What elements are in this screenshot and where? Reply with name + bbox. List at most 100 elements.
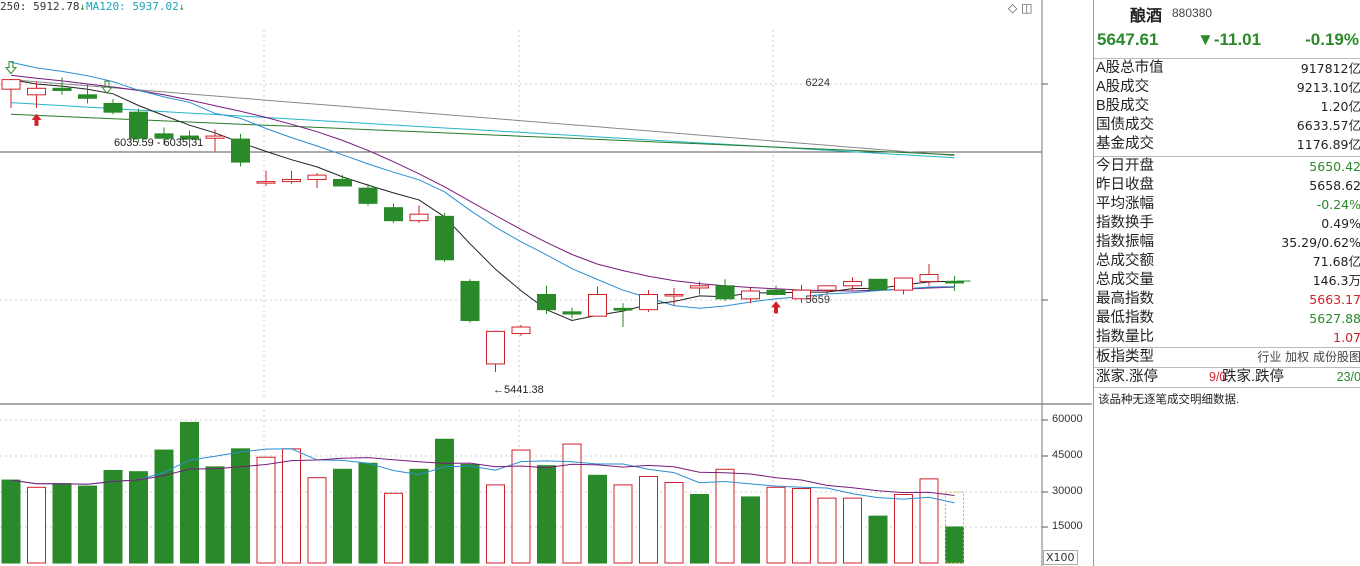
volume-bar — [511, 449, 531, 564]
candle-body — [486, 330, 505, 365]
stat-label: 最高指数 — [1096, 291, 1154, 307]
volume-bar — [435, 438, 454, 564]
ma250-label: 250: 5912.78↓ — [0, 0, 86, 13]
candle-body — [307, 174, 327, 180]
volume-bar — [180, 421, 199, 564]
volume-bar — [307, 477, 327, 564]
volume-bar — [358, 462, 378, 564]
volume-bar — [843, 497, 862, 564]
stat-value: 5650.42 — [1309, 159, 1360, 174]
kline-chart-area[interactable]: 250: 5912.78↓ MA120: 5937.02↓ ◇ ◫ 6224 5… — [0, 0, 1092, 566]
stat-label: 平均涨幅 — [1096, 196, 1154, 212]
volume-bar — [256, 456, 276, 564]
volume-bar — [868, 515, 888, 564]
stat-row: 基金成交 1176.89亿 — [1094, 135, 1360, 154]
candle-body — [333, 178, 352, 187]
divider — [1094, 367, 1360, 368]
stat-value: 71.68亿 — [1312, 254, 1360, 269]
stat-label: A股总市值 — [1096, 60, 1164, 76]
stat-label: 总成交额 — [1096, 253, 1154, 269]
stat-label: 指数量比 — [1096, 329, 1154, 345]
stat-value: 9213.10亿 — [1296, 80, 1360, 95]
limit-down-value: 23/0 — [1336, 370, 1360, 384]
stat-value: 1176.89亿 — [1296, 137, 1360, 152]
volume-tick: 30000 — [1052, 485, 1083, 497]
volume-bar — [562, 443, 582, 564]
candle-body — [562, 311, 582, 315]
market-stats-list: A股总市值 917812亿 A股成交 9213.10亿 B股成交 1.20亿 国债成交 663… — [1094, 59, 1360, 154]
ma5-line — [10, 79, 955, 322]
index-name: 酿酒 — [1130, 8, 1163, 25]
volume-bar — [231, 448, 250, 564]
candle-body — [409, 213, 429, 222]
candle-body — [27, 87, 46, 96]
candle-body — [843, 280, 862, 287]
volume-bar — [1, 479, 21, 564]
stat-value: 35.29/0.62% — [1281, 235, 1360, 250]
divider — [1094, 347, 1360, 348]
stat-row: 最高指数 5663.17 — [1094, 290, 1360, 309]
limit-up-value: 9/0 — [1209, 370, 1227, 384]
candle-body — [868, 278, 888, 291]
window-icon[interactable]: ◫ — [1021, 1, 1033, 15]
stat-value: 146.3万 — [1312, 273, 1360, 288]
stat-row: 国债成交 6633.57亿 — [1094, 116, 1360, 135]
volume-bar — [639, 475, 658, 564]
stat-row: 今日开盘 5650.42 — [1094, 157, 1360, 176]
stat-label: 指数换手 — [1096, 215, 1154, 231]
stat-value: 1.07 — [1333, 330, 1360, 345]
candle-body — [639, 293, 658, 311]
panel-header: 酿酒 880380 5647.61 ▼-11.01 -0.19% — [1094, 0, 1360, 58]
volume-bar — [384, 492, 403, 564]
volume-bar — [78, 485, 97, 564]
detail-note: 该品种无逐笔成交明细数据. — [1098, 394, 1240, 406]
index-type-value[interactable]: 行业 加权 成份股图 — [1257, 350, 1360, 364]
limit-down-label: 跌家.跌停 — [1222, 369, 1285, 385]
price-tick: 5659 — [805, 294, 830, 306]
candle-body — [103, 102, 123, 113]
buy-signal-icon — [771, 301, 781, 314]
candle-body — [511, 326, 531, 335]
candle-body — [690, 285, 709, 289]
diamond-icon[interactable]: ◇ — [1008, 1, 1018, 15]
candle-body — [919, 274, 939, 282]
stat-row: A股成交 9213.10亿 — [1094, 78, 1360, 97]
stat-row: B股成交 1.20亿 — [1094, 97, 1360, 116]
quote-panel: 酿酒 880380 5647.61 ▼-11.01 -0.19% A股总市值 91… — [1093, 0, 1360, 566]
ma250-line — [10, 79, 955, 157]
stat-value: 5627.88 — [1309, 311, 1360, 326]
stat-label: A股成交 — [1096, 79, 1150, 95]
volume-bar — [282, 448, 301, 564]
stat-row: 总成交量 146.3万 — [1094, 271, 1360, 290]
buy-signal-icon — [31, 113, 42, 126]
volume-bar — [333, 468, 352, 564]
candle-body — [231, 138, 250, 163]
arrow-down-icon: ↓ — [79, 2, 86, 13]
kline-chart-svg[interactable] — [0, 0, 1092, 566]
volume-bar — [154, 449, 174, 564]
candle-body — [792, 289, 811, 300]
stat-label: 基金成交 — [1096, 136, 1154, 152]
limit-row: 涨家.涨停 9/0 跌家.跌停 23/0 — [1094, 368, 1360, 387]
volume-ma5-line — [10, 448, 955, 504]
volume-bar — [409, 468, 429, 564]
stat-label: 指数振幅 — [1096, 234, 1154, 250]
volume-bar — [460, 463, 480, 564]
candle-body — [78, 94, 97, 99]
stat-label: 最低指数 — [1096, 310, 1154, 326]
candle-body — [537, 293, 556, 311]
volume-ma10-line — [10, 457, 955, 496]
volume-bar — [588, 474, 607, 564]
stat-value: 1.20亿 — [1320, 99, 1360, 114]
divider — [1094, 58, 1360, 59]
candle-body — [945, 280, 964, 284]
candle-body — [766, 289, 786, 295]
stat-row: 最低指数 5627.88 — [1094, 309, 1360, 328]
arrow-down-icon: ↓ — [178, 2, 185, 13]
candle-body — [460, 280, 480, 322]
sell-signal-icon — [100, 80, 114, 94]
candle-body — [741, 290, 760, 300]
candle-body — [52, 87, 72, 91]
volume-tick: 60000 — [1052, 413, 1083, 425]
stat-row: 指数换手 0.49% — [1094, 214, 1360, 233]
